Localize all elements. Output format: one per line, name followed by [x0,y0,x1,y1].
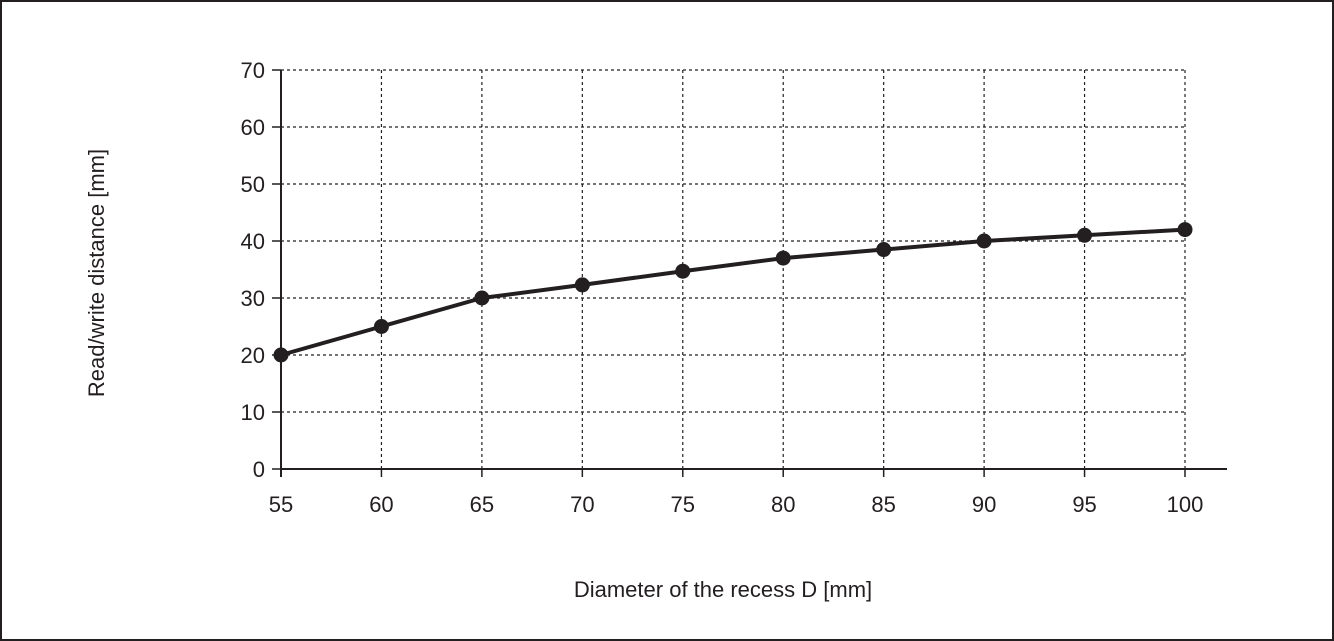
data-point [1177,222,1193,238]
x-tick-label: 90 [972,492,996,517]
y-tick-label: 70 [241,58,265,83]
y-tick-label: 40 [241,229,265,254]
y-axis-label: Read/write distance [mm] [84,149,109,397]
data-point [675,263,691,279]
grid-lines [281,69,1186,469]
y-tick-label: 10 [241,400,265,425]
x-tick-label: 85 [871,492,895,517]
x-tick-labels: 55 60 65 70 75 80 85 90 95 100 [269,492,1204,517]
y-tick-label: 50 [241,172,265,197]
x-tick-label: 65 [470,492,494,517]
y-tick-labels: 0 10 20 30 40 50 60 70 [241,58,265,482]
data-point [273,347,289,363]
data-point [1077,227,1093,243]
x-tick-label: 70 [570,492,594,517]
data-point [775,250,791,266]
series-line [280,227,1186,357]
series [273,222,1193,363]
x-tick-label: 80 [771,492,795,517]
axes [272,69,1227,477]
x-tick-label: 100 [1167,492,1204,517]
y-tick-label: 20 [241,343,265,368]
y-tick-label: 0 [253,457,265,482]
data-point [574,277,590,293]
x-tick-label: 75 [671,492,695,517]
data-point [373,319,389,334]
data-point [976,233,992,249]
x-axis-label: Diameter of the recess D [mm] [574,577,872,602]
y-tick-label: 60 [241,115,265,140]
x-tick-label: 55 [269,492,293,517]
data-point [474,290,490,306]
y-tick-label: 30 [241,286,265,311]
data-point [876,242,892,258]
x-tick-label: 95 [1072,492,1096,517]
x-tick-label: 60 [369,492,393,517]
